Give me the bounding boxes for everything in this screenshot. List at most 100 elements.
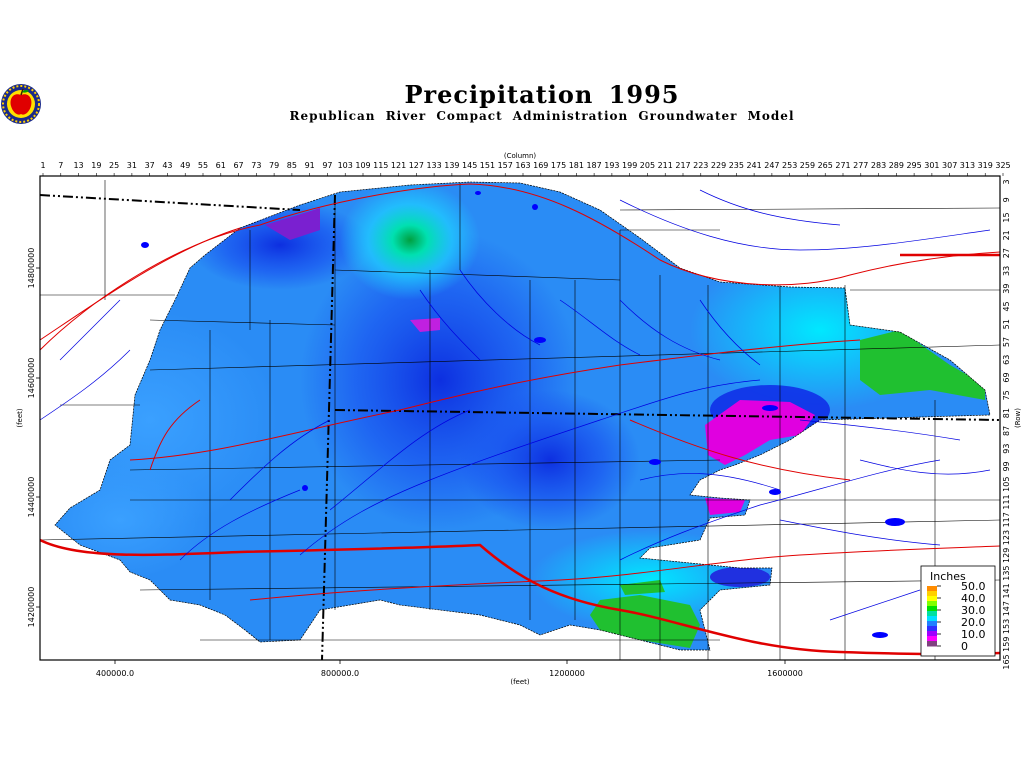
column-tick-label: 43 (162, 161, 172, 170)
row-tick-label: 69 (1002, 372, 1011, 382)
row-tick-label: 57 (1002, 337, 1011, 347)
column-axis-label: (Column) (504, 152, 537, 160)
map-subtitle: Republican River Compact Administration … (289, 109, 795, 123)
column-tick-label: 307 (942, 161, 957, 170)
legend-swatch (927, 596, 937, 602)
column-tick-label: 163 (515, 161, 530, 170)
column-tick-label: 127 (409, 161, 424, 170)
column-tick-label: 229 (711, 161, 726, 170)
row-tick-label: 45 (1002, 301, 1011, 311)
basin-precipitation-surface (54, 181, 991, 651)
y-axis: 14800000 14600000 14400000 14200000 (27, 248, 40, 628)
row-tick-label: 111 (1002, 494, 1011, 509)
county-boundaries (39, 180, 1001, 660)
column-tick-label: 259 (800, 161, 815, 170)
legend-color-ramp (927, 586, 937, 647)
row-tick-label: 63 (1002, 355, 1011, 365)
column-tick-label: 67 (233, 161, 243, 170)
legend-swatch (927, 636, 937, 642)
legend-label: 10.0 (961, 628, 986, 641)
column-tick-label: 157 (498, 161, 513, 170)
legend-swatch (927, 616, 937, 622)
column-tick-label: 199 (622, 161, 637, 170)
highways (39, 183, 1001, 656)
column-tick-label: 289 (889, 161, 904, 170)
streams (39, 189, 991, 621)
column-tick-label: 13 (73, 161, 83, 170)
apple-icon (1, 84, 41, 124)
x-tick-label: 1600000 (767, 669, 803, 678)
column-tick-label: 295 (906, 161, 921, 170)
row-tick-label: 93 (1002, 444, 1011, 454)
column-tick-label: 31 (127, 161, 137, 170)
y-tick-label: 14200000 (27, 587, 36, 628)
y-tick-label: 14800000 (27, 248, 36, 289)
column-tick-label: 7 (58, 161, 63, 170)
column-tick-label: 319 (978, 161, 993, 170)
column-tick-label: 277 (853, 161, 868, 170)
column-tick-label: 103 (338, 161, 353, 170)
column-tick-label: 133 (426, 161, 441, 170)
column-tick-label: 241 (746, 161, 761, 170)
map-frame (39, 175, 1001, 661)
row-tick-label: 9 (1002, 197, 1011, 202)
column-tick-label: 247 (764, 161, 779, 170)
y-axis-label: (feet) (16, 408, 24, 428)
column-tick-label: 205 (640, 161, 655, 170)
row-axis-label: (Row) (1014, 408, 1022, 428)
column-tick-label: 37 (145, 161, 155, 170)
column-tick-label: 91 (305, 161, 315, 170)
x-tick-label: 800000.0 (321, 669, 359, 678)
column-tick-label: 73 (251, 161, 261, 170)
x-tick-label: 400000.0 (96, 669, 134, 678)
legend-swatch (927, 606, 937, 612)
legend-swatch (927, 591, 937, 597)
row-tick-label: 51 (1002, 319, 1011, 329)
row-tick-label: 123 (1002, 530, 1011, 545)
column-tick-label: 187 (586, 161, 601, 170)
column-axis: 1 7 13 19 25 31 37 43 49 55 61 67 73 79 85 91 97 103 109 11… (40, 161, 1011, 176)
row-tick-label: 15 (1002, 212, 1011, 222)
column-tick-label: 253 (782, 161, 797, 170)
column-tick-label: 121 (391, 161, 406, 170)
row-tick-label: 117 (1002, 512, 1011, 527)
row-tick-label: 135 (1002, 565, 1011, 580)
column-tick-label: 97 (322, 161, 332, 170)
x-tick-label: 1200000 (549, 669, 585, 678)
reservoirs (141, 191, 905, 638)
column-tick-label: 61 (216, 161, 226, 170)
column-tick-label: 25 (109, 161, 119, 170)
legend: Inches 50.040.030.020.010.00 (920, 565, 996, 657)
column-tick-label: 55 (198, 161, 208, 170)
column-tick-label: 271 (835, 161, 850, 170)
legend-swatch (927, 621, 937, 627)
column-tick-label: 151 (480, 161, 495, 170)
column-tick-label: 193 (604, 161, 619, 170)
column-tick-label: 1 (40, 161, 45, 170)
legend-label: 20.0 (961, 616, 986, 629)
map-title: Precipitation 1995 (404, 80, 680, 109)
legend-swatch (927, 611, 937, 617)
legend-swatch (927, 586, 937, 592)
row-axis: 3915212733394551576369758187939910511111… (1002, 179, 1011, 669)
legend-label: 0 (961, 640, 968, 653)
column-tick-label: 175 (551, 161, 566, 170)
legend-labels: 50.040.030.020.010.00 (937, 580, 986, 653)
legend-title: Inches (930, 570, 966, 583)
state-boundaries (39, 194, 1001, 661)
row-tick-label: 27 (1002, 248, 1011, 258)
legend-swatch (927, 626, 937, 632)
column-tick-label: 217 (675, 161, 690, 170)
x-axis: 400000.0 800000.0 1200000 1600000 (96, 660, 803, 678)
column-tick-label: 19 (91, 161, 101, 170)
legend-label: 50.0 (961, 580, 986, 593)
row-tick-label: 39 (1002, 284, 1011, 294)
column-tick-label: 235 (729, 161, 744, 170)
legend-label: 30.0 (961, 604, 986, 617)
column-tick-label: 181 (569, 161, 584, 170)
column-tick-label: 265 (818, 161, 833, 170)
row-tick-label: 153 (1002, 619, 1011, 634)
row-tick-label: 75 (1002, 390, 1011, 400)
row-tick-label: 87 (1002, 426, 1011, 436)
